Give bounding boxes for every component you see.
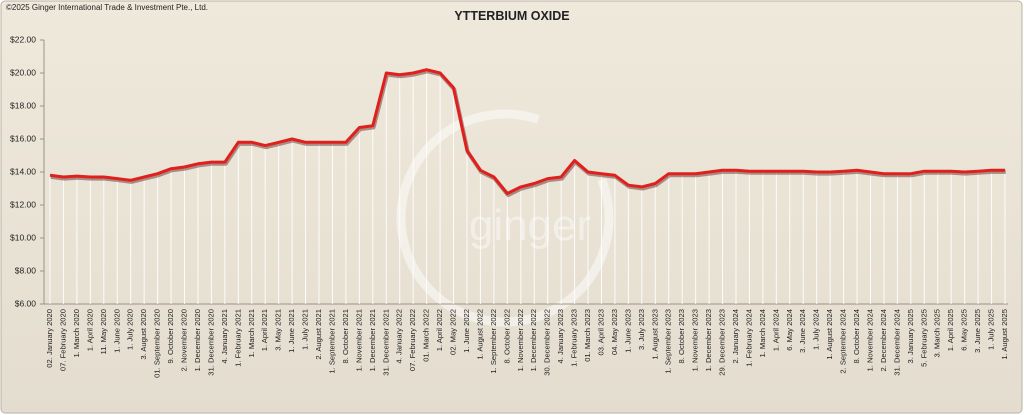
x-tick-label: 1. August 2025 bbox=[1000, 309, 1009, 360]
x-tick-label: 02. May 2022 bbox=[449, 309, 458, 355]
y-tick-label: $8.00 bbox=[15, 265, 37, 275]
x-tick-label: 1. April 2024 bbox=[771, 309, 780, 351]
x-tick-label: 1. November 2022 bbox=[516, 309, 525, 371]
x-tick-label: 1. July 2020 bbox=[126, 309, 135, 350]
x-tick-label: 1. August 2023 bbox=[650, 309, 659, 360]
x-tick-label: 03. April 2023 bbox=[596, 309, 605, 355]
x-tick-label: 31. December 2021 bbox=[381, 309, 390, 376]
y-tick-label: $12.00 bbox=[10, 199, 36, 209]
x-tick-label: 1. November 2023 bbox=[691, 309, 700, 371]
x-tick-label: 3. January 2025 bbox=[906, 309, 915, 363]
x-tick-label: 1. February 2024 bbox=[744, 309, 753, 367]
x-tick-label: 1. November 2021 bbox=[354, 309, 363, 371]
y-tick-label: $6.00 bbox=[15, 298, 37, 308]
x-tick-label: 04. May 2023 bbox=[610, 309, 619, 355]
x-tick-label: 9. October 2020 bbox=[166, 309, 175, 363]
x-tick-label: 1. April 2022 bbox=[435, 309, 444, 351]
watermark: ginger bbox=[469, 201, 591, 250]
x-tick-label: 2. September 2024 bbox=[839, 309, 848, 374]
x-tick-label: 8. October 2022 bbox=[502, 309, 511, 363]
x-tick-label: 1. July 2025 bbox=[987, 309, 996, 350]
x-tick-label: 1. September 2023 bbox=[664, 309, 673, 374]
x-tick-label: 07. February 2022 bbox=[408, 309, 417, 371]
x-tick-label: 3. May 2021 bbox=[274, 309, 283, 351]
watermark-logo bbox=[396, 109, 614, 327]
x-tick-label: 2. January 2024 bbox=[731, 309, 740, 363]
y-tick-label: $22.00 bbox=[10, 34, 36, 44]
x-tick-label: 1. April 2025 bbox=[946, 309, 955, 351]
x-tick-label: 30. December 2022 bbox=[543, 309, 552, 376]
plot-area: $6.00 $8.00 $10.00 $12.00 $14.00 $16.00 $18.00… bbox=[10, 34, 1009, 378]
x-tick-label: 3. August 2020 bbox=[139, 309, 148, 360]
x-tick-label: 3. June 2025 bbox=[973, 309, 982, 353]
x-tick-label: 1. February 2023 bbox=[570, 309, 579, 367]
series-line bbox=[49, 68, 1005, 195]
x-tick-label: 11. May 2020 bbox=[99, 309, 108, 354]
x-tick-label: 1. June 2020 bbox=[112, 309, 121, 353]
y-tick-label: $18.00 bbox=[10, 100, 36, 110]
x-tick-label: 31. December 2024 bbox=[892, 309, 901, 376]
x-tick-label: 5. February 2025 bbox=[919, 309, 928, 367]
y-tick-label: $10.00 bbox=[10, 232, 36, 242]
x-tick-label: 1. December 2020 bbox=[193, 309, 202, 371]
x-tick-label: 1. March 2021 bbox=[247, 309, 256, 358]
x-tick-label: 3. July 2023 bbox=[637, 309, 646, 350]
x-tick-label: 2. December 2024 bbox=[879, 309, 888, 371]
x-tick-label: 1. December 2023 bbox=[704, 309, 713, 371]
x-tick-label: 29. December 2023 bbox=[718, 309, 727, 376]
x-tick-label: 07. February 2020 bbox=[58, 309, 67, 371]
x-tick-label: 6. May 2024 bbox=[785, 309, 794, 351]
x-tick-label: 01. March 2022 bbox=[422, 309, 431, 362]
line-shadow bbox=[50, 69, 1006, 198]
x-tick-label: 3. June 2024 bbox=[798, 309, 807, 353]
x-tick-label: 1. November 2024 bbox=[865, 309, 874, 371]
y-tick-label: $14.00 bbox=[10, 166, 36, 176]
x-tick-label: 31. December 2020 bbox=[206, 309, 215, 376]
x-tick-label: 1. September 2021 bbox=[327, 309, 336, 374]
x-tick-label: 4. January 2022 bbox=[395, 309, 404, 363]
y-tick-label: $20.00 bbox=[10, 67, 36, 77]
x-tick-label: 1. July 2024 bbox=[812, 309, 821, 350]
x-tick-label: 1. August 2024 bbox=[825, 309, 834, 360]
x-tick-label: 1. December 2022 bbox=[529, 309, 538, 371]
x-tick-label: 1. August 2022 bbox=[475, 309, 484, 360]
x-tick-label: 8. October 2023 bbox=[677, 309, 686, 363]
x-tick-label: 1. February 2021 bbox=[233, 309, 242, 367]
x-tick-label: 2. August 2021 bbox=[314, 309, 323, 360]
x-tick-label: 1. March 2020 bbox=[72, 309, 81, 358]
x-tick-label: 4. January 2023 bbox=[556, 309, 565, 363]
x-tick-label: 1. March 2024 bbox=[758, 309, 767, 358]
x-tick-label: 1. September 2022 bbox=[489, 309, 498, 374]
x-tick-label: 2. November 2020 bbox=[180, 309, 189, 371]
x-tick-label: 6. May 2025 bbox=[960, 309, 969, 351]
x-tick-label: 1. April 2020 bbox=[85, 309, 94, 351]
x-tick-label: 4. January 2021 bbox=[220, 309, 229, 363]
x-tick-label: 02. January 2020 bbox=[45, 309, 54, 368]
x-tick-label: 8. October 2021 bbox=[341, 309, 350, 363]
x-tick-label: 1. June 2023 bbox=[623, 309, 632, 353]
x-tick-label: 8. October 2024 bbox=[852, 309, 861, 363]
x-tick-label: 1. June 2022 bbox=[462, 309, 471, 353]
x-tick-label: 1. June 2021 bbox=[287, 309, 296, 353]
x-tick-label: 1. July 2021 bbox=[301, 309, 310, 350]
y-tick-label: $16.00 bbox=[10, 133, 36, 143]
x-tick-label: 1. April 2021 bbox=[260, 309, 269, 351]
x-tick-label: 1. December 2021 bbox=[368, 309, 377, 371]
chart-title: YTTERBIUM OXIDE bbox=[454, 9, 569, 23]
x-tick-label: 01. September 2020 bbox=[153, 309, 162, 378]
x-tick-label: 3. March 2025 bbox=[933, 309, 942, 358]
x-tick-label: 01. March 2023 bbox=[583, 309, 592, 362]
copyright: ©2025 Ginger International Trade & Inves… bbox=[6, 3, 208, 12]
